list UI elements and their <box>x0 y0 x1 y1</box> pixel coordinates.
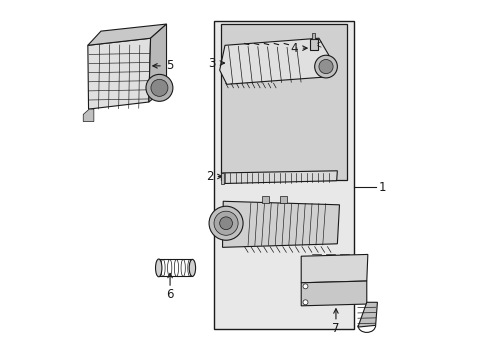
Circle shape <box>209 206 243 240</box>
Circle shape <box>318 59 332 74</box>
Text: 4: 4 <box>290 42 297 55</box>
Text: 7: 7 <box>331 321 339 335</box>
Polygon shape <box>83 109 94 122</box>
Bar <box>279 196 286 203</box>
Bar <box>309 39 317 50</box>
Text: 2: 2 <box>205 170 213 183</box>
Text: 6: 6 <box>166 288 173 301</box>
Circle shape <box>219 217 232 230</box>
Polygon shape <box>301 281 366 306</box>
Polygon shape <box>222 201 339 247</box>
Bar <box>214 21 354 329</box>
Text: 5: 5 <box>166 59 173 72</box>
Polygon shape <box>88 24 166 45</box>
Circle shape <box>303 284 307 289</box>
Polygon shape <box>148 24 166 102</box>
Polygon shape <box>88 38 150 109</box>
Bar <box>220 172 224 184</box>
Polygon shape <box>357 302 377 327</box>
Circle shape <box>214 211 238 235</box>
Bar <box>262 196 269 203</box>
Circle shape <box>151 79 167 96</box>
Ellipse shape <box>155 259 162 277</box>
Text: 3: 3 <box>208 57 215 69</box>
Bar <box>221 24 346 180</box>
Bar <box>311 32 315 39</box>
Circle shape <box>145 75 173 101</box>
Polygon shape <box>301 255 367 283</box>
Polygon shape <box>222 171 337 184</box>
Circle shape <box>303 300 307 305</box>
Circle shape <box>314 55 337 78</box>
Ellipse shape <box>189 260 195 276</box>
Polygon shape <box>219 38 331 84</box>
Text: 1: 1 <box>378 181 385 194</box>
